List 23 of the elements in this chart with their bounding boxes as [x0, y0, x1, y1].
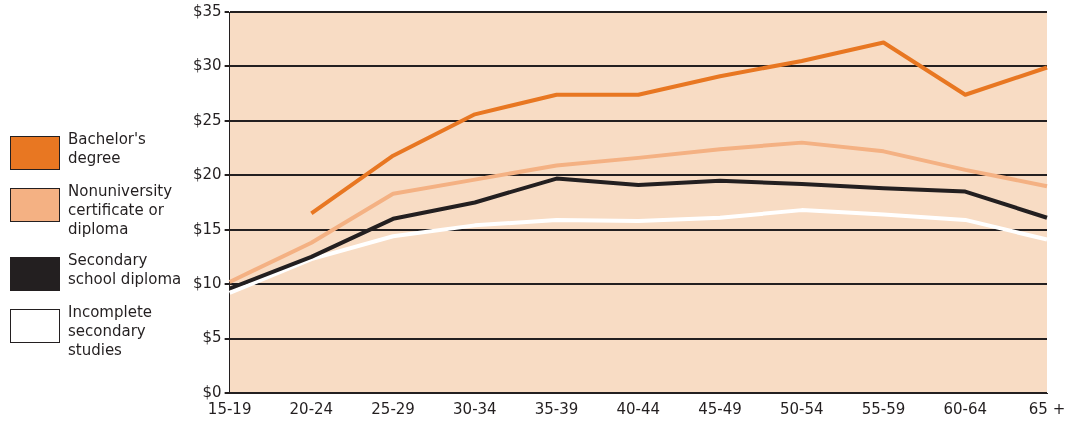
y-tick-label: $25: [192, 110, 222, 129]
y-tick-label: $15: [192, 219, 222, 238]
legend-label: Bachelor's degree: [68, 130, 146, 167]
x-tick-label: 20-24: [289, 399, 334, 418]
x-tick-label: 60-64: [943, 399, 988, 418]
x-tick-label: 30-34: [453, 399, 497, 418]
x-tick-label: 50-54: [779, 399, 824, 418]
y-tick-label: $20: [192, 165, 222, 184]
x-tick-label: 15-19: [207, 399, 252, 418]
legend-label: Incomplete secondary studies: [68, 303, 153, 360]
legend-label: Nonuniversity certificate or diploma: [68, 182, 173, 238]
x-tick-label: 65 +: [1028, 399, 1066, 418]
x-tick-label: 55-59: [861, 399, 906, 418]
legend-label: Secondary school diploma: [68, 251, 182, 288]
y-tick-label: $30: [192, 56, 222, 75]
y-tick-label: $5: [202, 328, 222, 347]
y-tick-label: $0: [202, 382, 222, 401]
y-tick-label: $35: [192, 1, 222, 20]
x-tick-label: 35-39: [534, 399, 579, 418]
y-tick-label: $10: [192, 274, 222, 293]
x-tick-label: 45-49: [698, 399, 742, 418]
x-tick-label: 25-29: [371, 399, 415, 418]
x-tick-label: 40-44: [616, 399, 661, 418]
